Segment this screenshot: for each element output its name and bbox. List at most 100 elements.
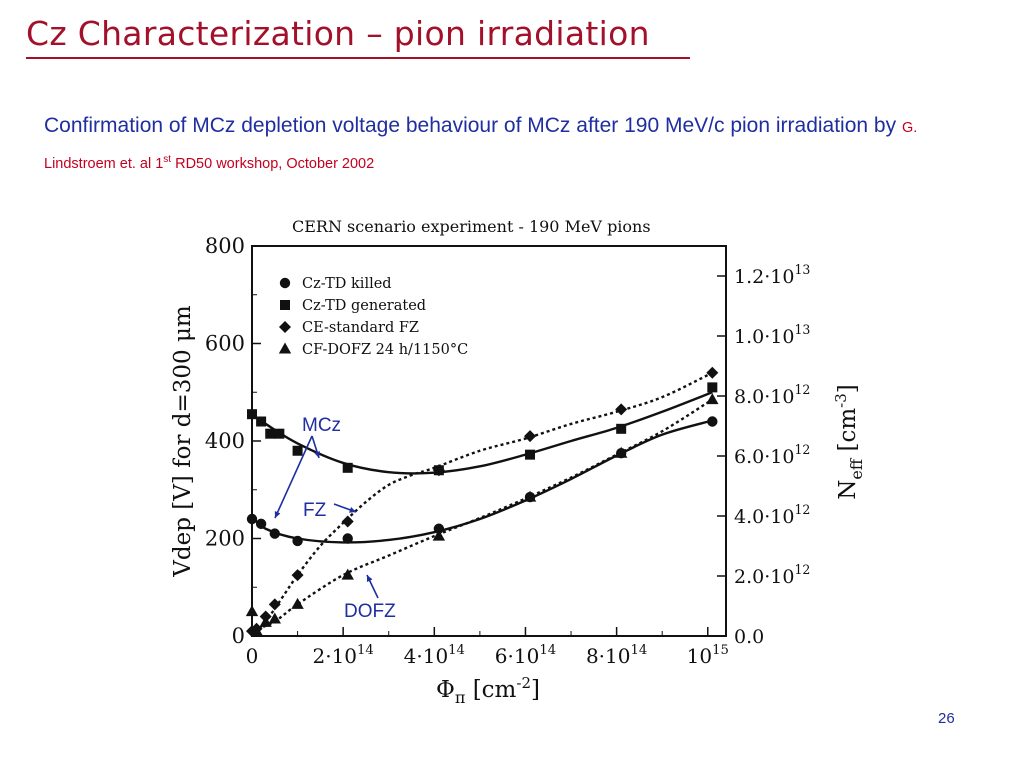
cz-td-generated-point <box>616 423 627 434</box>
legend-label: Cz-TD generated <box>302 298 426 314</box>
triangle-marker <box>614 446 628 458</box>
x-axis-label: Φπ [cm-2] <box>436 674 540 707</box>
cf-dofz-point <box>268 612 281 624</box>
annotation-fz-arrow-head <box>349 506 356 513</box>
annotation-fz: FZ <box>303 500 327 521</box>
page-number: 26 <box>938 710 955 727</box>
cz-td-generated-point <box>292 445 303 456</box>
legend-label: CE-standard FZ <box>302 320 419 336</box>
ce-standard-fz-point <box>291 569 304 582</box>
y2-tick-label: 1.0·1013 <box>734 322 810 348</box>
square-marker <box>274 428 285 439</box>
x-tick-label: 6·1014 <box>495 643 556 668</box>
diamond-marker <box>706 366 719 379</box>
triangle-marker <box>245 605 259 617</box>
legend-label: Cz-TD killed <box>302 276 392 292</box>
ce-standard-fz-point <box>341 515 354 528</box>
triangle-marker <box>291 597 304 609</box>
annotation-mcz-arrow-head <box>274 511 281 518</box>
x-tick-label: 0 <box>246 644 259 668</box>
cz-td-killed-point <box>433 523 445 534</box>
y-tick-label: 0 <box>232 624 245 648</box>
cz-td-generated-point <box>342 462 353 473</box>
cf-dofz-point <box>614 446 628 458</box>
legend-marker <box>279 277 291 289</box>
diamond-marker <box>291 569 304 582</box>
cz-td-killed-point <box>292 535 303 547</box>
ce-standard-fz-point <box>432 464 445 477</box>
x-tick-label: 4·1014 <box>404 643 465 668</box>
square-marker <box>707 382 718 393</box>
cz-td-generated-point <box>247 409 257 420</box>
subtitle-reference: G. Lindstroem et. al 1st RD50 workshop, … <box>44 120 917 172</box>
circle-marker <box>292 535 303 547</box>
circle-marker <box>342 533 353 544</box>
triangle-marker <box>259 615 272 627</box>
cf-dofz-point <box>291 597 304 609</box>
y-tick-label: 200 <box>205 527 245 551</box>
cz-td-killed-point <box>269 528 280 539</box>
cz-td-killed-fit-curve <box>251 419 713 544</box>
slide-subtitle: Confirmation of MCz depletion voltage be… <box>44 110 964 180</box>
square-marker <box>256 416 267 427</box>
y-tick-label: 800 <box>205 234 245 258</box>
cz-td-generated-point <box>265 428 276 439</box>
cz-td-killed-point <box>342 533 353 544</box>
circle-marker <box>279 277 291 289</box>
circle-marker <box>707 416 718 427</box>
diamond-marker <box>279 321 291 333</box>
annotation-mcz: MCz <box>302 415 341 436</box>
title-underline <box>26 57 690 59</box>
diamond-marker <box>524 430 537 443</box>
square-marker <box>342 462 353 473</box>
triangle-marker <box>268 612 281 624</box>
cf-dofz-point <box>523 490 537 502</box>
cz-td-generated-point <box>707 382 718 393</box>
legend-marker <box>278 342 292 354</box>
circle-marker <box>269 528 280 539</box>
circle-marker <box>433 523 445 534</box>
triangle-marker <box>341 568 354 580</box>
y-axis-label: Vdep [V] for d=300 μm <box>170 305 196 578</box>
legend-marker <box>280 300 290 310</box>
cz-td-generated-point <box>525 449 536 460</box>
ce-standard-fz-point <box>524 430 537 443</box>
cf-dofz-point <box>432 529 446 541</box>
diamond-marker <box>615 403 628 416</box>
legend-label: CF-DOFZ 24 h/1150°C <box>302 342 468 358</box>
ce-standard-fz-point <box>268 598 281 611</box>
triangle-marker <box>706 393 719 405</box>
cf-dofz-point <box>341 568 354 580</box>
cf-dofz-point <box>250 624 263 636</box>
diamond-marker <box>341 515 354 528</box>
y2-tick-label: 2.0·1012 <box>734 562 810 588</box>
cf-dofz-point <box>245 605 259 617</box>
y-tick-label: 400 <box>205 429 245 453</box>
diamond-marker <box>268 598 281 611</box>
subtitle-text: Confirmation of MCz depletion voltage be… <box>44 114 897 137</box>
y2-axis-label: Neff [cm-3] <box>832 384 866 500</box>
square-marker <box>292 445 303 456</box>
reference-text: G. Lindstroem et. al 1 <box>44 120 918 172</box>
triangle-marker <box>432 529 446 541</box>
annotation-dofz: DOFZ <box>344 601 396 622</box>
square-marker <box>247 409 257 420</box>
triangle-marker <box>278 342 292 354</box>
ce-standard-fz-point <box>706 366 719 379</box>
square-marker <box>265 428 276 439</box>
y2-tick-label: 8.0·1012 <box>734 382 810 408</box>
circle-marker <box>255 518 267 530</box>
cz-td-generated-point <box>274 428 285 439</box>
x-tick-label: 8·1014 <box>586 643 647 668</box>
triangle-marker <box>250 624 263 636</box>
annotation-mcz-arrow-head <box>314 451 320 458</box>
cz-td-killed-point <box>246 513 258 525</box>
y2-tick-label: 6.0·1012 <box>734 442 810 468</box>
annotation-dofz-arrow-head <box>366 575 373 582</box>
y-tick-label: 600 <box>205 332 245 356</box>
cz-td-generated-point <box>256 416 267 427</box>
cz-td-killed-point <box>707 416 718 427</box>
y2-tick-label: 0.0 <box>734 626 764 648</box>
cz-td-killed-point <box>255 518 267 530</box>
